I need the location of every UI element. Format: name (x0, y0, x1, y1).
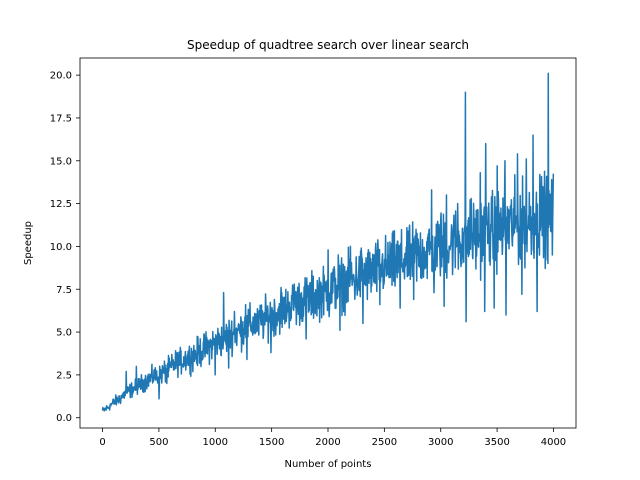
x-tick-label: 2000 (315, 437, 340, 448)
y-tick-label: 2.5 (56, 370, 72, 381)
y-tick-label: 15.0 (50, 156, 72, 167)
chart-title: Speedup of quadtree search over linear s… (187, 38, 469, 52)
y-axis-label: Speedup (23, 221, 34, 265)
x-tick-label: 1500 (259, 437, 284, 448)
y-tick-label: 10.0 (50, 242, 72, 253)
y-tick-label: 7.5 (56, 285, 72, 296)
speedup-series-line (101, 72, 555, 412)
x-tick-label: 4000 (541, 437, 566, 448)
x-tick-label: 500 (149, 437, 168, 448)
y-tick-label: 17.5 (50, 113, 72, 124)
x-tick-label: 2500 (372, 437, 397, 448)
series-layer (101, 72, 555, 412)
x-axis: 0 500 1000 1500 2000 2500 3000 3500 4000 (99, 428, 566, 448)
x-axis-label: Number of points (285, 459, 372, 470)
y-axis: 0.0 2.5 5.0 7.5 10.0 12.5 15.0 17.5 20.0 (50, 71, 80, 424)
y-tick-label: 20.0 (50, 71, 72, 82)
y-tick-label: 12.5 (50, 199, 72, 210)
y-tick-label: 5.0 (56, 328, 72, 339)
x-tick-label: 1000 (203, 437, 228, 448)
x-tick-label: 0 (99, 437, 105, 448)
x-tick-label: 3000 (428, 437, 453, 448)
y-tick-label: 0.0 (56, 413, 72, 424)
x-tick-label: 3500 (484, 437, 509, 448)
